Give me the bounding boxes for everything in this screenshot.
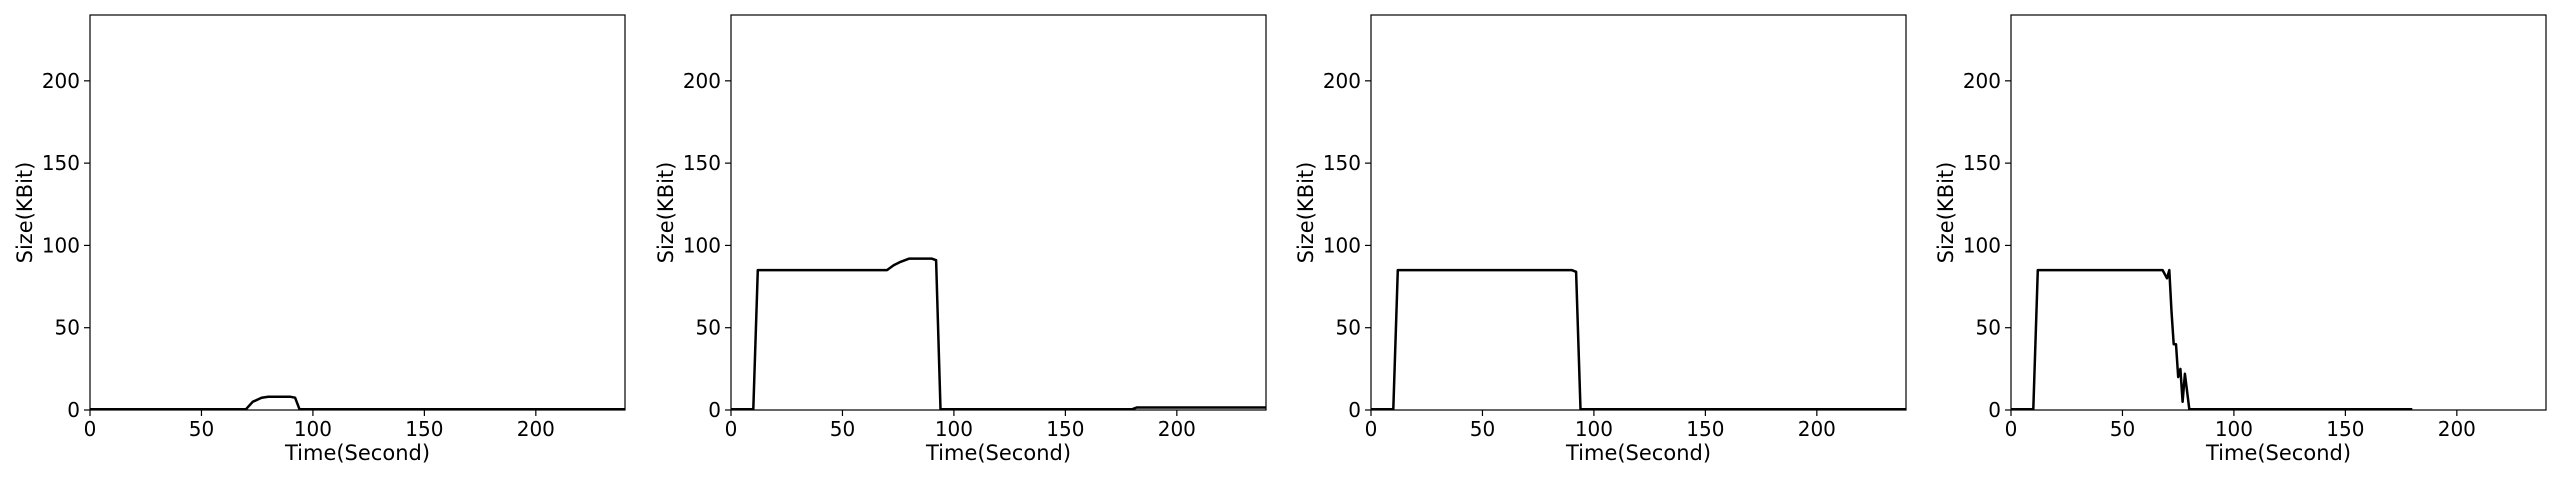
x-tick-label: 0 [84, 417, 97, 441]
plot-frame [2010, 14, 2547, 411]
x-tick-label: 200 [1158, 417, 1196, 441]
x-axis-label: Time(Second) [1565, 441, 1711, 465]
y-tick-label: 50 [1976, 316, 2001, 340]
x-tick-label: 150 [1686, 417, 1724, 441]
x-tick-label: 100 [935, 417, 973, 441]
y-tick-label: 200 [1963, 69, 2001, 93]
y-tick-label: 100 [683, 233, 721, 257]
y-tick-label: 50 [55, 316, 80, 340]
series-line [731, 257, 1266, 411]
y-tick-label: 200 [683, 69, 721, 93]
chart-panel-2: 0 50 100 150 200 0 50 100 150 200 Time(Second) Size… [654, 14, 1267, 465]
series-line [2011, 268, 2413, 411]
y-axis-label: Size(KBit) [1934, 162, 1958, 264]
y-tick-label: 150 [1963, 151, 2001, 175]
x-tick-label: 50 [189, 417, 214, 441]
x-tick-label: 50 [1470, 417, 1495, 441]
x-tick-label: 200 [2438, 417, 2476, 441]
x-tick-label: 50 [2110, 417, 2135, 441]
y-tick-label: 0 [1348, 398, 1361, 422]
y-tick-label: 150 [683, 151, 721, 175]
x-tick-label: 150 [1046, 417, 1084, 441]
y-tick-label: 0 [1988, 398, 2001, 422]
y-axis-label: Size(KBit) [13, 162, 37, 264]
y-tick-label: 150 [1323, 151, 1361, 175]
y-tick-label: 50 [696, 316, 721, 340]
x-tick-label: 0 [725, 417, 738, 441]
plot-frame [89, 14, 626, 411]
x-axis-label: Time(Second) [284, 441, 430, 465]
x-tick-label: 150 [2326, 417, 2364, 441]
chart-panel-1: 0 50 100 150 200 0 50 100 150 200 Time(Second) Size… [13, 14, 626, 465]
y-axis-label: Size(KBit) [1294, 162, 1318, 264]
x-axis-label: Time(Second) [2205, 441, 2351, 465]
chart-panel-4: 0 50 100 150 200 0 50 100 150 200 Time(Second) Size… [1934, 14, 2547, 465]
plot-frame [1370, 14, 1907, 411]
x-tick-label: 200 [517, 417, 555, 441]
x-tick-label: 100 [2215, 417, 2253, 441]
x-tick-label: 100 [294, 417, 332, 441]
chart-panel-3: 0 50 100 150 200 0 50 100 150 200 Time(Second) Size… [1294, 14, 1907, 465]
x-axis-label: Time(Second) [925, 441, 1071, 465]
y-tick-label: 50 [1336, 316, 1361, 340]
y-tick-label: 0 [67, 398, 80, 422]
x-tick-label: 100 [1575, 417, 1613, 441]
plot-frame [730, 14, 1267, 411]
y-tick-label: 200 [1323, 69, 1361, 93]
x-tick-label: 200 [1798, 417, 1836, 441]
y-tick-label: 150 [42, 151, 80, 175]
y-tick-label: 100 [1963, 233, 2001, 257]
series-line [1371, 268, 1906, 411]
x-tick-label: 150 [405, 417, 443, 441]
x-tick-label: 50 [830, 417, 855, 441]
x-tick-label: 0 [2005, 417, 2018, 441]
y-tick-label: 200 [42, 69, 80, 93]
y-tick-label: 100 [1323, 233, 1361, 257]
x-tick-label: 0 [1365, 417, 1378, 441]
y-tick-label: 100 [42, 233, 80, 257]
series-line [90, 395, 625, 411]
y-axis-label: Size(KBit) [654, 162, 678, 264]
y-tick-label: 0 [708, 398, 721, 422]
